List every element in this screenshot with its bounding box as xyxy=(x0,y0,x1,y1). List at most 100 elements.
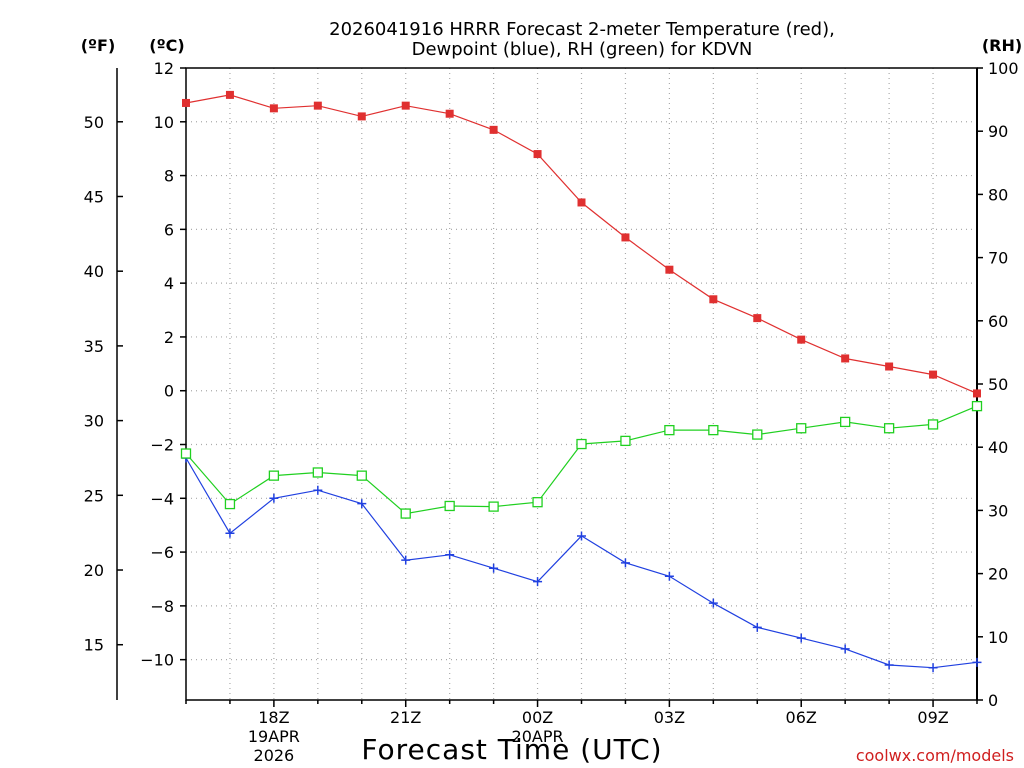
2-meter-temperature-point xyxy=(665,265,674,274)
rh-point xyxy=(180,448,192,459)
rh-tick-label: 100 xyxy=(988,59,1019,78)
dewpoint-point xyxy=(225,528,235,538)
dewpoint-point xyxy=(445,550,455,560)
rh-point xyxy=(268,470,280,481)
x-tick-label: 18Z xyxy=(258,708,289,727)
x-tick-label: 09Z xyxy=(917,708,948,727)
rh-tick-label: 10 xyxy=(988,628,1008,647)
rh-point xyxy=(752,429,763,440)
dewpoint-point xyxy=(313,485,323,495)
rh-point xyxy=(532,497,543,508)
fahrenheit-tick-label: 50 xyxy=(84,113,104,132)
dewpoint-point xyxy=(796,633,806,643)
2-meter-temperature-point xyxy=(533,150,542,159)
2-meter-temperature-point xyxy=(621,233,630,242)
x-date-label: 20APR xyxy=(512,727,564,746)
dewpoint-point xyxy=(357,499,367,509)
rh-point xyxy=(883,423,895,434)
fahrenheit-tick-label: 45 xyxy=(84,187,104,206)
celsius-tick-label: 4 xyxy=(164,274,174,293)
2-meter-temperature-point xyxy=(885,362,894,371)
dewpoint-point xyxy=(840,644,850,654)
chart-title-line1: 2026041916 HRRR Forecast 2-meter Tempera… xyxy=(329,19,835,40)
dewpoint-point xyxy=(972,657,982,667)
dewpoint-point xyxy=(928,663,938,673)
rh-tick-label: 90 xyxy=(988,122,1008,141)
celsius-tick-label: −10 xyxy=(140,651,174,670)
rh-tick-label: 70 xyxy=(988,249,1008,268)
rh-point xyxy=(576,438,587,450)
watermark: coolwx.com/models xyxy=(856,746,1014,765)
rh-tick-label: 60 xyxy=(988,312,1008,331)
2-meter-temperature-point xyxy=(269,104,278,113)
celsius-tick-label: 12 xyxy=(154,59,174,78)
rh-tick-label: 20 xyxy=(988,565,1008,584)
rh-tick-label: 0 xyxy=(988,691,998,710)
rh-point xyxy=(400,508,411,519)
grid-lines xyxy=(186,68,977,700)
celsius-axis-unit: (ºC) xyxy=(149,36,184,55)
dewpoint-point xyxy=(533,577,543,587)
2-meter-temperature-point xyxy=(797,335,806,344)
chart-title-line2: Dewpoint (blue), RH (green) for KDVN xyxy=(412,39,753,60)
rh-point xyxy=(312,467,323,478)
2-meter-temperature-point xyxy=(841,354,850,363)
dewpoint-point xyxy=(269,493,279,503)
fahrenheit-tick-label: 15 xyxy=(84,636,104,655)
dewpoint-point xyxy=(752,622,762,632)
rh-point xyxy=(620,435,631,447)
celsius-tick-label: −2 xyxy=(150,436,174,455)
rh-point xyxy=(444,500,455,512)
rh-tick-label: 30 xyxy=(988,501,1008,520)
x-tick-label: 21Z xyxy=(390,708,421,727)
celsius-tick-label: 10 xyxy=(154,113,174,132)
2-meter-temperature-point xyxy=(357,112,366,121)
celsius-tick-label: 8 xyxy=(164,167,174,186)
celsius-tick-label: 0 xyxy=(164,382,174,401)
x-tick-label: 03Z xyxy=(654,708,685,727)
2-meter-temperature-point xyxy=(313,101,322,110)
dewpoint-point xyxy=(664,571,674,581)
rh-point xyxy=(708,424,719,436)
2-meter-temperature-point xyxy=(225,90,234,99)
rh-tick-label: 80 xyxy=(988,185,1008,204)
rh-point xyxy=(488,501,499,512)
celsius-tick-label: −6 xyxy=(150,543,174,562)
dewpoint-point xyxy=(884,660,894,670)
dewpoint-point xyxy=(401,555,411,565)
celsius-tick-label: 2 xyxy=(164,328,174,347)
x-axis-label: Forecast Time (UTC) xyxy=(361,733,662,766)
rh-tick-label: 40 xyxy=(988,438,1008,457)
axes: 121086420−2−4−6−8−1050454035302520150102… xyxy=(84,59,1019,765)
2-meter-temperature-point xyxy=(753,314,762,323)
2-meter-temperature-point xyxy=(577,198,586,207)
dewpoint-point xyxy=(620,558,630,568)
x-date-label: 19APR xyxy=(248,727,300,746)
rh-line xyxy=(185,405,978,515)
celsius-tick-label: −4 xyxy=(150,489,174,508)
rh-tick-label: 50 xyxy=(988,375,1008,394)
2-meter-temperature-point xyxy=(401,101,410,110)
x-date-label: 2026 xyxy=(254,746,295,765)
dewpoint-point xyxy=(708,598,718,608)
2-meter-temperature-point xyxy=(709,295,718,304)
celsius-tick-label: 6 xyxy=(164,220,174,239)
rh-point xyxy=(927,419,939,430)
celsius-tick-label: −8 xyxy=(150,597,174,616)
rh-point xyxy=(356,470,367,481)
2-meter-temperature-point xyxy=(182,98,190,107)
fahrenheit-axis-unit: (ºF) xyxy=(81,36,116,55)
x-tick-label: 06Z xyxy=(786,708,817,727)
2-meter-temperature-point xyxy=(489,125,498,134)
fahrenheit-tick-label: 20 xyxy=(84,561,104,580)
rh-point xyxy=(224,498,236,510)
series-layer xyxy=(180,90,983,673)
rh-point xyxy=(664,424,675,436)
dewpoint-point xyxy=(489,563,499,573)
2-meter-temperature-point xyxy=(973,389,981,398)
rh-point xyxy=(840,416,851,428)
rh-point xyxy=(971,400,983,412)
rh-axis-unit: (RH) xyxy=(982,36,1022,55)
2-meter-temperature-point xyxy=(445,109,454,118)
